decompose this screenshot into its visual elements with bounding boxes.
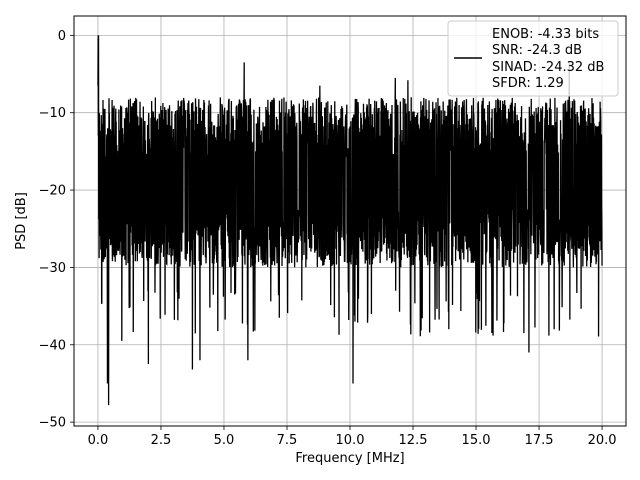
y-tick-label: −10 bbox=[39, 106, 66, 121]
y-tick-label: −50 bbox=[39, 416, 66, 431]
y-tick-label: −30 bbox=[39, 261, 66, 276]
x-axis-label: Frequency [MHz] bbox=[295, 451, 404, 466]
legend-sinad: SINAD: -24.32 dB bbox=[492, 60, 604, 75]
legend-box bbox=[447, 20, 619, 97]
axis-ticks: 0.0 2.5 5.0 7.5 10.0 12.5 15.0 17.5 20.0 0 −10 −20 −… bbox=[39, 29, 617, 448]
legend: ENOB: -4.33 bits SNR: -24.3 dB SINAD: -2… bbox=[447, 20, 619, 97]
axes-frame bbox=[73, 15, 627, 427]
psd-series-line bbox=[97, 35, 603, 406]
x-tick-label: 0.0 bbox=[88, 433, 109, 448]
legend-enob: ENOB: -4.33 bits bbox=[492, 27, 599, 42]
y-axis-label: PSD [dB] bbox=[14, 192, 29, 250]
x-tick-label: 7.5 bbox=[277, 433, 298, 448]
x-tick-label: 10.0 bbox=[336, 433, 365, 448]
legend-snr: SNR: -24.3 dB bbox=[492, 43, 582, 58]
x-tick-label: 17.5 bbox=[525, 433, 554, 448]
y-tick-label: 0 bbox=[58, 29, 66, 44]
x-tick-label: 20.0 bbox=[588, 433, 617, 448]
y-tick-label: −40 bbox=[39, 338, 66, 353]
x-tick-label: 12.5 bbox=[399, 433, 428, 448]
x-tick-label: 2.5 bbox=[151, 433, 172, 448]
x-tick-label: 5.0 bbox=[214, 433, 235, 448]
y-tick-label: −20 bbox=[39, 184, 66, 199]
plot-area bbox=[97, 35, 603, 406]
x-tick-label: 15.0 bbox=[462, 433, 491, 448]
legend-sfdr: SFDR: 1.29 bbox=[492, 76, 564, 91]
